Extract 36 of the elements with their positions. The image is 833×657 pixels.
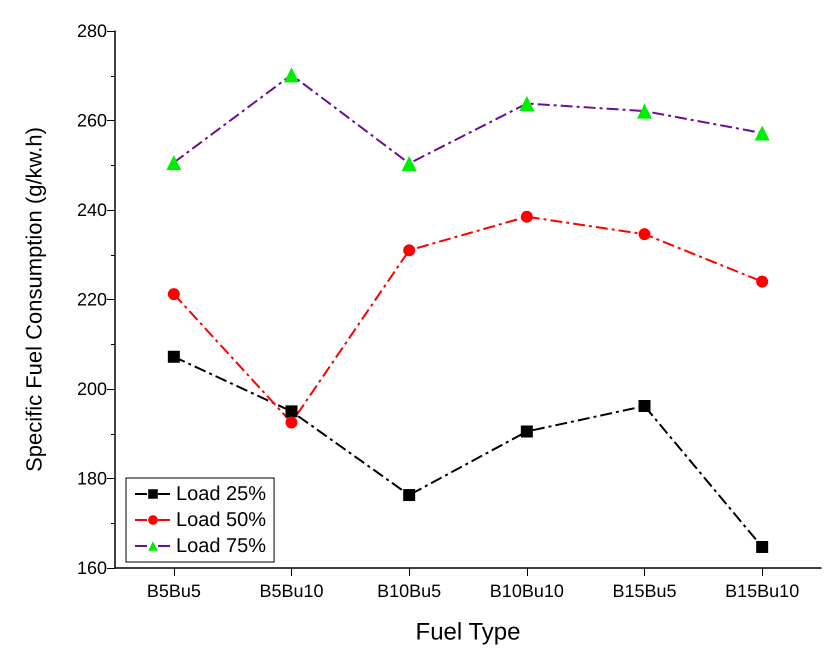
y-tick-label: 160 [76,558,107,578]
y-tick-label: 220 [76,290,107,310]
y-tick-label: 240 [76,200,107,220]
point [519,96,534,111]
point [638,228,650,240]
point [403,489,416,502]
point [756,276,768,288]
point [284,67,299,82]
x-tick-label: B15Bu10 [725,581,800,601]
point [402,156,417,171]
legend-label: Load 25% [176,483,266,505]
point [756,540,768,553]
y-tick-label: 280 [76,21,107,41]
y-tick-label: 260 [76,110,107,130]
y-axis-title: Specific Fuel Consumption (g/kw.h) [22,127,46,472]
point [638,400,650,412]
x-tick-label: B10Bu10 [490,581,564,601]
y-tick-label: 180 [76,468,107,488]
x-axis-title: Fuel Type [416,618,520,646]
y-tick-label: 200 [76,379,107,399]
point [403,244,416,256]
x-tick-label: B10Bu5 [377,581,442,601]
point [637,104,652,119]
x-tick-label: B15Bu5 [612,581,677,601]
point [168,350,180,363]
x-tick-label: B5Bu5 [146,581,201,601]
point [168,288,180,300]
point [286,416,298,429]
point [520,426,533,438]
x-tick-label: B5Bu10 [259,581,324,601]
legend-label: Load 75% [176,535,266,557]
point [520,210,533,223]
legend-label: Load 50% [176,509,266,531]
point [754,126,770,141]
point [286,405,298,418]
point [166,155,182,170]
